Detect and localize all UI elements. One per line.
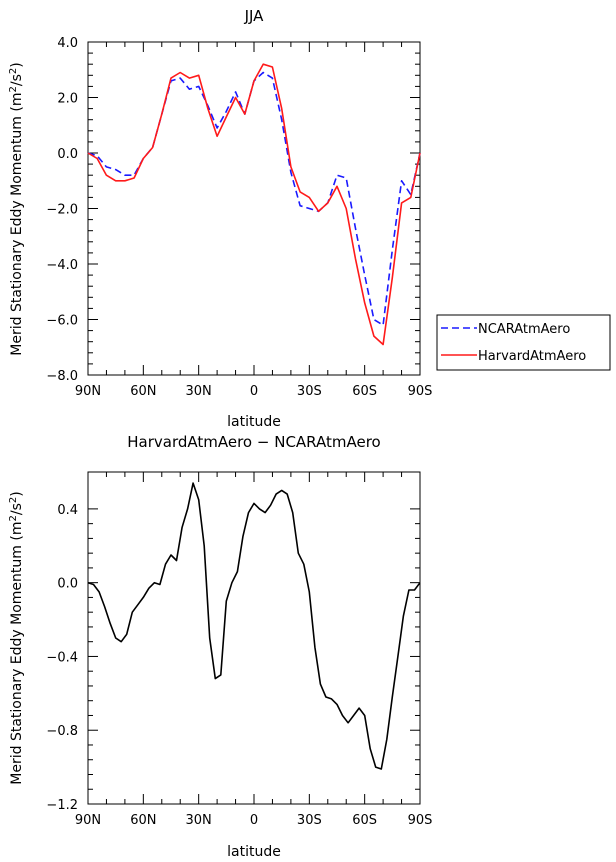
top-panel: JJA 90N 60N 30N 0 30S 60S 90S 4.0 2.0 0.0 −2.0 −4.0… [8,7,611,430]
bottom-axis-ticks: 90N 60N 30N 0 30S 60S 90S 0.4 0.0 −0.4 −0.8 −1.2 [46,472,432,828]
bottom-x-tick-label: 0 [250,813,258,828]
top-y-tick-label: −4.0 [46,258,78,273]
top-x-tick-label: 90S [408,384,433,399]
bottom-y-tick-label: −0.8 [46,724,78,739]
top-y-tick-label: −6.0 [46,314,78,329]
top-x-tick-label: 60N [130,384,156,399]
top-x-tick-label: 90N [75,384,101,399]
bottom-y-unit-exp1: 2 [8,515,19,521]
bottom-y-unit-base: m [9,522,25,536]
top-x-axis-title: latitude [227,414,281,430]
top-y-unit-mid: /s [9,74,25,86]
bottom-panel: HarvardAtmAero − NCARAtmAero 90N 60N 30N 0 3… [8,433,432,860]
bottom-series-line-1 [87,482,421,770]
bottom-x-tick-label: 30S [297,813,322,828]
bottom-y-tick-label: −0.4 [46,650,78,665]
bottom-y-unit-mid: /s [9,503,25,515]
legend: NCARAtmAero HarvardAtmAero [436,314,611,371]
legend-label-harvard: HarvardAtmAero [478,349,586,364]
bottom-plot-frame [87,471,421,805]
bottom-y-tick-label: 0.0 [57,577,78,592]
top-y-tick-label: −8.0 [46,369,78,384]
top-series-line-1 [87,71,421,326]
top-x-tick-label: 0 [250,384,258,399]
legend-label-ncar: NCARAtmAero [478,322,570,337]
top-y-axis-title: Merid Stationary Eddy Momentum (m2/s2) [8,62,25,355]
bottom-y-tick-label: 0.4 [57,503,78,518]
top-series-group [87,63,421,346]
top-axis-ticks: 90N 60N 30N 0 30S 60S 90S 4.0 2.0 0.0 −2.0 −4.0 −6.0… [46,36,432,399]
bottom-y-axis-title: Merid Stationary Eddy Momentum (m2/s2) [8,491,25,784]
bottom-x-tick-label: 90N [75,813,101,828]
top-y-unit-exp1: 2 [8,86,19,92]
bottom-x-tick-label: 60N [130,813,156,828]
bottom-chart-title: HarvardAtmAero − NCARAtmAero [127,433,380,451]
legend-box [436,314,611,371]
top-x-tick-label: 30N [186,384,212,399]
bottom-x-axis-title: latitude [227,844,281,860]
top-y-unit-base: m [9,93,25,107]
top-chart-title: JJA [244,7,265,25]
top-y-unit-exp2: 2 [8,68,19,74]
top-series-line-2 [87,63,421,346]
top-y-axis-label: Merid Stationary Eddy Momentum [9,116,25,356]
bottom-y-tick-label: −1.2 [46,798,78,813]
bottom-series-group [87,482,421,770]
top-x-tick-label: 60S [352,384,377,399]
bottom-x-tick-label: 60S [352,813,377,828]
top-y-tick-label: −2.0 [46,203,78,218]
top-y-tick-label: 4.0 [57,36,78,51]
top-x-tick-label: 30S [297,384,322,399]
bottom-y-unit-exp2: 2 [8,497,19,503]
top-y-tick-label: 0.0 [57,147,78,162]
top-y-tick-label: 2.0 [57,92,78,107]
bottom-x-tick-label: 90S [408,813,433,828]
bottom-y-axis-label: Merid Stationary Eddy Momentum [9,545,25,785]
bottom-x-tick-label: 30N [186,813,212,828]
